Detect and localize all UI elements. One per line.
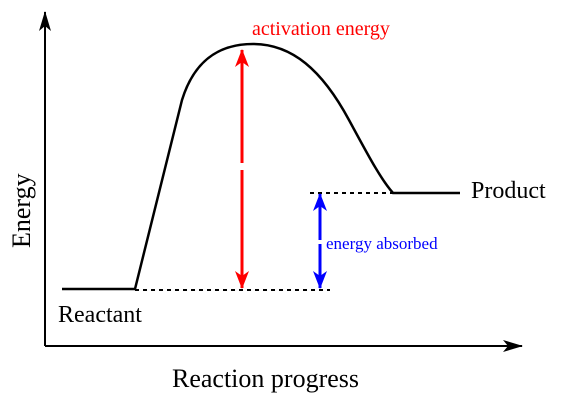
product-label: Product bbox=[471, 178, 546, 204]
y-axis-label: Energy bbox=[7, 173, 36, 248]
reactant-label: Reactant bbox=[58, 302, 142, 328]
energy-absorbed-label: energy absorbed bbox=[326, 234, 438, 253]
reaction-energy-curve bbox=[62, 42, 460, 291]
activation-energy-label: activation energy bbox=[252, 18, 390, 40]
x-axis-label: Reaction progress bbox=[172, 364, 359, 393]
